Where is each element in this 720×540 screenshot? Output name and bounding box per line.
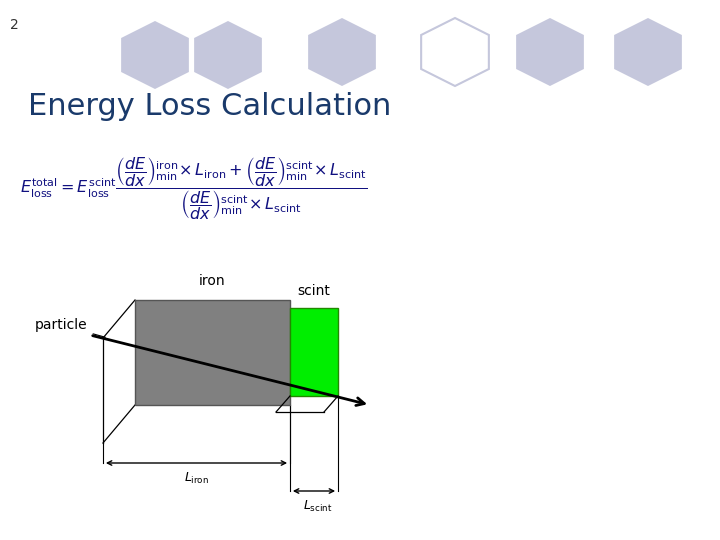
Polygon shape <box>516 18 584 86</box>
Bar <box>135 300 290 405</box>
Text: $L_{\mathrm{iron}}$: $L_{\mathrm{iron}}$ <box>184 471 209 486</box>
Bar <box>290 308 338 396</box>
Text: particle: particle <box>35 318 105 338</box>
Text: iron: iron <box>199 274 226 288</box>
Text: Energy Loss Calculation: Energy Loss Calculation <box>28 92 392 121</box>
Text: $L_{\mathrm{scint}}$: $L_{\mathrm{scint}}$ <box>303 499 333 514</box>
Polygon shape <box>614 18 682 86</box>
Text: 2: 2 <box>10 18 19 32</box>
Polygon shape <box>308 18 376 86</box>
Polygon shape <box>121 21 189 89</box>
Text: $E_{\rm loss}^{\rm total} = E_{\rm loss}^{\rm scint}\dfrac{\left(\dfrac{dE}{dx}\: $E_{\rm loss}^{\rm total} = E_{\rm loss}… <box>20 155 368 222</box>
Polygon shape <box>194 21 262 89</box>
Text: scint: scint <box>297 284 330 298</box>
